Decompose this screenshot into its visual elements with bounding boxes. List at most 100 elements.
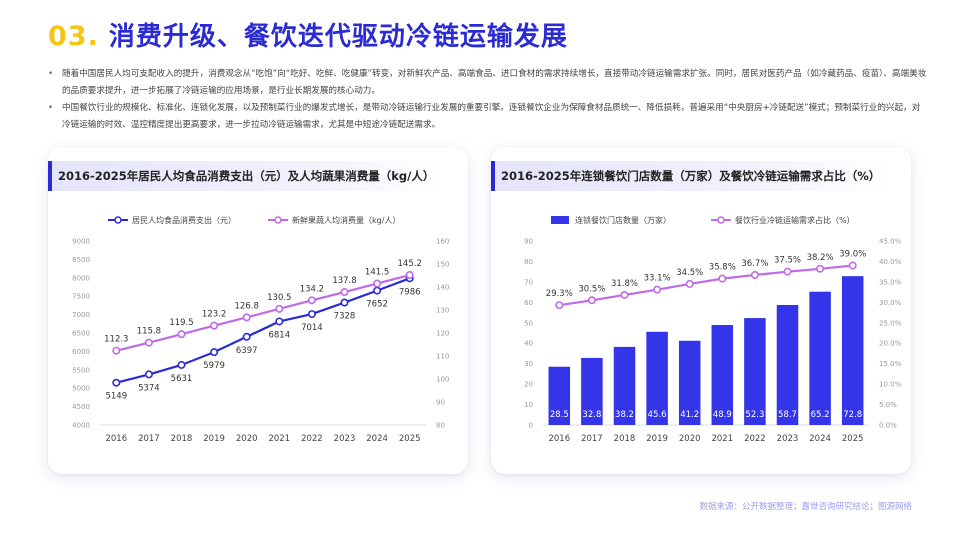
y-right-tick-label: 45.0% xyxy=(879,238,902,246)
data-label: 34.5% xyxy=(676,268,703,278)
legend-label: 居民人均食品消费支出（元） xyxy=(132,215,236,225)
data-label: 7014 xyxy=(301,323,323,333)
chart-title-bar: 2016-2025年居民人均食品消费支出（元）及人均蔬果消费量（kg/人） xyxy=(48,161,443,191)
bar xyxy=(646,331,668,425)
x-tick-label: 2025 xyxy=(399,434,421,444)
bar xyxy=(711,325,734,425)
data-label: 141.5 xyxy=(365,268,389,278)
y-left-tick-label: 30 xyxy=(524,360,533,368)
y-left-tick-label: 7500 xyxy=(72,293,90,301)
bullet-list: 随着中国居民人均可支配收入的提升，消费观念从“吃饱”向“吃好、吃鲜、吃健康”转变… xyxy=(48,66,928,134)
y-left-tick-label: 0 xyxy=(529,422,533,430)
series-marker xyxy=(587,296,596,305)
page-title: 03. 消费升级、餐饮迭代驱动冷链运输发展 xyxy=(48,16,568,53)
series-marker xyxy=(144,338,153,347)
legend-label: 餐饮行业冷链运输需求占比（%） xyxy=(735,215,855,225)
bullet-item-consumption: 随着中国居民人均可支配收入的提升，消费观念从“吃饱”向“吃好、吃鲜、吃健康”转变… xyxy=(48,66,928,100)
data-label: 123.2 xyxy=(202,310,226,320)
bar xyxy=(613,346,636,425)
bar xyxy=(548,366,571,425)
data-label: 5149 xyxy=(105,392,127,402)
y-left-tick-label: 7000 xyxy=(72,311,90,319)
data-label: 5631 xyxy=(171,374,193,384)
series-marker xyxy=(620,290,629,299)
bar xyxy=(581,357,603,425)
x-tick-label: 2018 xyxy=(614,434,636,444)
legend-swatch-marker xyxy=(274,216,282,224)
bar xyxy=(776,304,799,425)
y-left-tick-label: 6500 xyxy=(72,330,90,338)
series-marker xyxy=(555,301,564,310)
y-left-tick-label: 80 xyxy=(524,258,533,266)
x-tick-label: 2016 xyxy=(105,434,127,444)
x-tick-label: 2020 xyxy=(236,434,258,444)
series-line xyxy=(116,277,411,384)
chart-card-food-spending: 2016-2025年居民人均食品消费支出（元）及人均蔬果消费量（kg/人） 40… xyxy=(48,147,468,474)
legend-label: 新鲜果蔬人均消费量（kg/人） xyxy=(292,215,400,225)
series-marker xyxy=(340,288,349,297)
x-tick-label: 2019 xyxy=(646,434,668,444)
y-right-tick-label: 25.0% xyxy=(879,319,902,327)
series-marker xyxy=(750,270,759,279)
data-label: 6397 xyxy=(236,346,258,356)
y-left-tick-label: 8000 xyxy=(72,274,90,282)
series-marker xyxy=(307,310,316,319)
bar-value-label: 32.8 xyxy=(582,410,601,420)
y-left-tick-label: 60 xyxy=(524,299,533,307)
x-tick-label: 2018 xyxy=(171,434,193,444)
data-label: 119.5 xyxy=(169,318,193,328)
y-right-tick-label: 160 xyxy=(436,238,449,246)
legend-swatch-bar xyxy=(551,216,569,224)
y-right-tick-label: 100 xyxy=(436,376,449,384)
legend-label: 连锁餐饮门店数量（万家） xyxy=(575,215,671,225)
series-marker xyxy=(275,304,284,313)
y-right-tick-label: 150 xyxy=(436,261,449,269)
data-label: 130.5 xyxy=(267,293,291,303)
y-right-tick-label: 20.0% xyxy=(879,340,902,348)
chart-title: 2016-2025年连锁餐饮门店数量（万家）及餐饮冷链运输需求占比（%） xyxy=(501,169,881,183)
data-label: 33.1% xyxy=(644,274,671,284)
chart-title-bar: 2016-2025年连锁餐饮门店数量（万家）及餐饮冷链运输需求占比（%） xyxy=(491,161,886,191)
series-marker xyxy=(405,271,414,280)
series-marker xyxy=(816,264,825,273)
x-tick-label: 2022 xyxy=(301,434,323,444)
data-label: 5979 xyxy=(203,361,225,371)
data-label: 134.2 xyxy=(300,284,324,294)
data-label: 6814 xyxy=(268,330,290,340)
data-label: 7328 xyxy=(334,312,356,322)
y-right-tick-label: 110 xyxy=(436,353,449,361)
y-left-tick-label: 70 xyxy=(524,278,533,286)
series-marker xyxy=(373,279,382,288)
chart-card-chain-restaurants: 2016-2025年连锁餐饮门店数量（万家）及餐饮冷链运输需求占比（%） 0 10… xyxy=(491,147,911,474)
data-label: 5374 xyxy=(138,383,160,393)
data-label: 36.7% xyxy=(741,259,768,269)
x-tick-label: 2025 xyxy=(842,434,864,444)
y-right-tick-label: 10.0% xyxy=(879,381,902,389)
y-right-tick-label: 140 xyxy=(436,284,449,292)
x-tick-label: 2023 xyxy=(777,434,799,444)
series-marker xyxy=(275,317,284,326)
x-tick-label: 2021 xyxy=(268,434,290,444)
series-marker xyxy=(210,348,219,357)
bar-value-label: 52.3 xyxy=(745,410,764,420)
y-right-tick-label: 90 xyxy=(436,399,445,407)
bar-value-label: 72.8 xyxy=(843,410,862,420)
series-marker xyxy=(653,285,662,294)
bar-value-label: 65.2 xyxy=(811,410,830,420)
y-left-tick-label: 4500 xyxy=(72,403,90,411)
data-label: 115.8 xyxy=(137,327,161,337)
x-tick-label: 2017 xyxy=(581,434,603,444)
data-label: 39.0% xyxy=(839,250,866,260)
data-label: 112.3 xyxy=(104,335,128,345)
bar-value-label: 58.7 xyxy=(778,410,797,420)
y-right-tick-label: 120 xyxy=(436,330,449,338)
x-tick-label: 2022 xyxy=(744,434,766,444)
chart-title: 2016-2025年居民人均食品消费支出（元）及人均蔬果消费量（kg/人） xyxy=(58,169,435,183)
series-marker xyxy=(112,346,121,355)
bullet-item-catering: 中国餐饮行业的规模化、标准化、连锁化发展，以及预制菜行业的爆发式增长，是带动冷链… xyxy=(48,100,928,134)
x-tick-label: 2017 xyxy=(138,434,160,444)
y-right-tick-label: 30.0% xyxy=(879,299,902,307)
series-marker xyxy=(210,321,219,330)
bar xyxy=(678,340,701,425)
chain-restaurant-chart: 0 10 20 30 40 50 60 70 80 90 0.0% 5.0% 10.0% 15.0% 20.… xyxy=(524,215,902,444)
